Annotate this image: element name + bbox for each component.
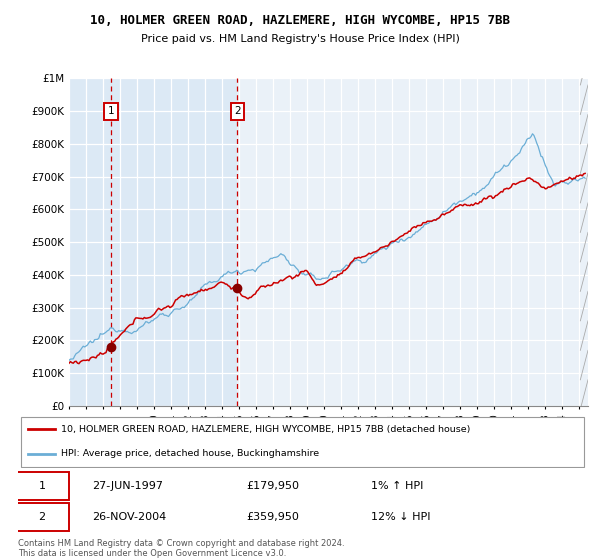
- Text: £359,950: £359,950: [246, 512, 299, 522]
- Text: 27-JUN-1997: 27-JUN-1997: [92, 481, 163, 491]
- Text: 10, HOLMER GREEN ROAD, HAZLEMERE, HIGH WYCOMBE, HP15 7BB: 10, HOLMER GREEN ROAD, HAZLEMERE, HIGH W…: [90, 14, 510, 27]
- FancyBboxPatch shape: [21, 417, 584, 466]
- Text: 12% ↓ HPI: 12% ↓ HPI: [371, 512, 431, 522]
- FancyBboxPatch shape: [15, 503, 70, 531]
- Text: 1: 1: [108, 106, 115, 116]
- Text: 2: 2: [38, 512, 46, 522]
- Text: £179,950: £179,950: [246, 481, 299, 491]
- Text: Price paid vs. HM Land Registry's House Price Index (HPI): Price paid vs. HM Land Registry's House …: [140, 34, 460, 44]
- Text: 1% ↑ HPI: 1% ↑ HPI: [371, 481, 424, 491]
- Text: 2: 2: [234, 106, 241, 116]
- FancyBboxPatch shape: [15, 472, 70, 500]
- Text: 26-NOV-2004: 26-NOV-2004: [92, 512, 166, 522]
- Bar: [238, 78, 588, 406]
- Text: 1: 1: [38, 481, 46, 491]
- Text: 10, HOLMER GREEN ROAD, HAZLEMERE, HIGH WYCOMBE, HP15 7BB (detached house): 10, HOLMER GREEN ROAD, HAZLEMERE, HIGH W…: [61, 425, 470, 434]
- Text: HPI: Average price, detached house, Buckinghamshire: HPI: Average price, detached house, Buck…: [61, 449, 319, 458]
- Text: Contains HM Land Registry data © Crown copyright and database right 2024.
This d: Contains HM Land Registry data © Crown c…: [18, 539, 344, 558]
